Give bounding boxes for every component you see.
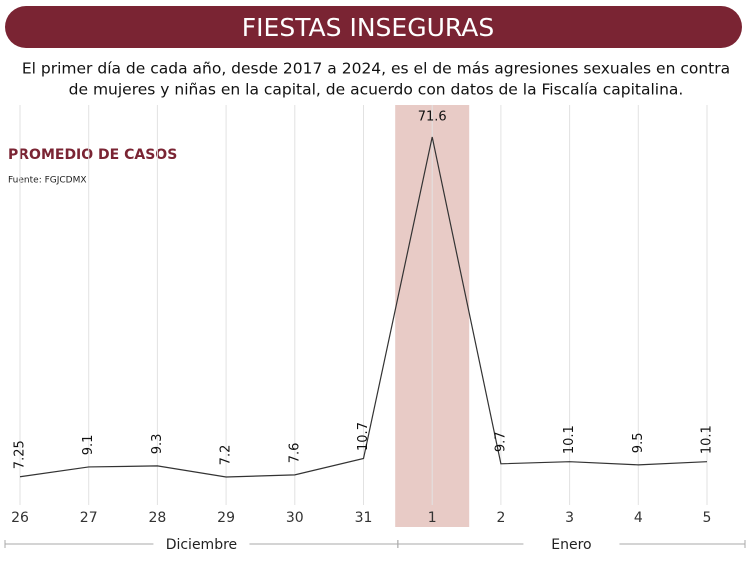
x-tick-label: 4 (634, 510, 643, 526)
x-tick-label: 27 (80, 510, 98, 526)
group-label-bg (153, 534, 250, 554)
group-label: Diciembre (166, 537, 237, 553)
source: Fuente: FGJCDMX (8, 176, 87, 186)
data-label: 7.2 (219, 445, 234, 466)
x-tick-label: 26 (11, 510, 29, 526)
x-tick-label: 31 (355, 510, 373, 526)
data-label: 10.1 (562, 425, 577, 454)
data-label: 7.6 (287, 443, 302, 464)
x-tick-label: 29 (217, 510, 235, 526)
data-label: 9.3 (150, 434, 165, 455)
subtitle: El primer día de cada año, desde 2017 a … (22, 60, 730, 78)
x-tick-label: 1 (428, 510, 437, 526)
data-label: 10.7 (356, 422, 371, 451)
x-tick-label: 30 (286, 510, 304, 526)
data-label: 9.5 (631, 433, 646, 454)
data-label: 10.1 (700, 425, 715, 454)
data-line (19, 136, 708, 478)
x-tick-label: 5 (703, 510, 712, 526)
chart-title: FIESTAS INSEGURAS (242, 13, 494, 42)
subtitle: de mujeres y niñas en la capital, de acu… (69, 81, 684, 99)
group-label-bg (523, 534, 620, 554)
x-tick-label: 28 (148, 510, 166, 526)
data-label: 7.25 (13, 440, 28, 469)
data-label: 9.1 (81, 435, 96, 456)
group-label: Enero (551, 537, 591, 553)
data-label: 9.7 (493, 431, 508, 452)
chart-label: PROMEDIO DE CASOS (8, 147, 177, 163)
x-tick-label: 2 (496, 510, 505, 526)
x-tick-label: 3 (565, 510, 574, 526)
data-label: 71.6 (418, 110, 447, 125)
title-bar (5, 6, 742, 48)
